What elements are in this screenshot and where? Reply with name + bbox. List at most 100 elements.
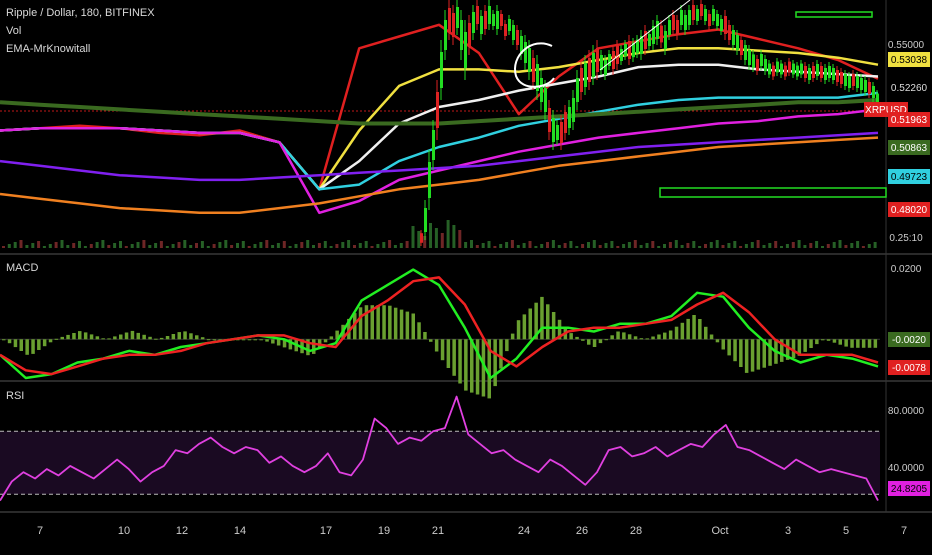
candle-body (864, 80, 867, 92)
volume-bar (756, 240, 760, 248)
rsi-badge (888, 481, 930, 496)
candle-body (628, 41, 631, 59)
volume-bar (136, 242, 140, 248)
macd-histogram-bar (171, 334, 176, 340)
volume-bar (715, 240, 719, 248)
macd-histogram-bar (148, 336, 152, 340)
macd-histogram-bar (364, 305, 369, 340)
candle-body (800, 63, 803, 75)
volume-bar (510, 240, 514, 248)
candle-body (424, 208, 427, 232)
macd-histogram-bar (487, 339, 491, 399)
volume-bar (727, 243, 731, 248)
volume-bar (809, 243, 813, 248)
macd-histogram-bar (791, 339, 796, 358)
macd-histogram-bar (557, 319, 562, 340)
macd-histogram-bar (107, 338, 111, 340)
x-tick-label: 14 (234, 525, 246, 537)
price-badge-label: XRPUSD (865, 105, 907, 116)
volume-bar (78, 241, 81, 248)
macd-histogram-bar (838, 339, 842, 345)
volume-bar (48, 244, 52, 248)
candle-body (824, 68, 827, 80)
volume-bar (797, 240, 801, 248)
volume-bar (452, 225, 456, 248)
candle-body (576, 78, 579, 102)
volume-bar (686, 243, 690, 248)
macd-histogram-bar (48, 339, 53, 343)
volume-bar (540, 244, 544, 248)
macd-histogram-bar (587, 339, 591, 345)
macd-histogram-bar (370, 305, 374, 340)
macd-histogram-bar (411, 313, 415, 340)
macd-histogram-bar (780, 339, 784, 362)
volume-bar (288, 246, 292, 248)
candle-body (640, 36, 643, 54)
macd-histogram-bar (821, 339, 825, 341)
macd-histogram-bar (241, 339, 246, 341)
volume-bar (657, 246, 661, 248)
candle-body (680, 10, 683, 25)
volume-bar (218, 242, 222, 248)
price-badge (888, 202, 930, 217)
candle-body (432, 130, 435, 160)
volume-bar (388, 240, 392, 248)
macd-histogram-bar (856, 339, 860, 348)
candle-body (540, 78, 543, 102)
candle-body (428, 162, 431, 198)
candle-body (756, 59, 759, 71)
macd-histogram-bar (271, 339, 275, 344)
macd-histogram-bar (744, 339, 749, 373)
macd-histogram-bar (698, 319, 702, 340)
volume-bar (856, 241, 860, 248)
candle-body (728, 25, 731, 40)
macd-histogram-bar (312, 339, 316, 354)
x-tick-label: Oct (711, 525, 728, 537)
macd-histogram-bar (733, 339, 737, 362)
candle-body (876, 93, 879, 105)
volume-bar (25, 245, 29, 248)
volume-bar (698, 246, 702, 248)
macd-histogram-bar (306, 339, 310, 356)
macd-histogram-bar (522, 314, 527, 340)
candle-body (644, 31, 647, 49)
macd-histogram-bar (499, 339, 503, 369)
ema-line (0, 136, 879, 215)
candle-body (580, 68, 583, 92)
volume-bar (446, 220, 450, 248)
macd-histogram-bar (785, 339, 790, 360)
macd-histogram-bar (159, 337, 164, 340)
volume-bar (101, 240, 105, 248)
macd-badge-label: -0.0020 (892, 335, 926, 346)
candle-body (656, 21, 659, 39)
volume-bar (516, 245, 520, 248)
volume-bar (31, 243, 35, 248)
candle-body (460, 20, 463, 50)
macd-histogram-bar (136, 332, 140, 340)
macd-histogram-bar (78, 331, 82, 340)
macd-histogram-bar (546, 304, 550, 340)
volume-bar (522, 243, 526, 248)
volume-bar (505, 242, 509, 248)
macd-series-line (0, 276, 879, 376)
volume-bar (475, 245, 479, 248)
volume-bar (317, 243, 321, 248)
candle-body (480, 16, 483, 34)
volume-bar (493, 246, 497, 248)
volume-bar (265, 240, 269, 248)
x-tick-label: 26 (576, 525, 588, 537)
price-badge (888, 52, 930, 67)
volume-bar (470, 240, 473, 248)
volume-bar (803, 245, 807, 248)
volume-bar (159, 241, 163, 248)
macd-histogram-bar (119, 334, 123, 340)
candle-body (872, 86, 875, 98)
volume-bar (370, 246, 374, 248)
volume-bar (323, 241, 327, 248)
candle-body (560, 122, 563, 143)
candle-body (708, 14, 711, 26)
volume-bar (739, 246, 743, 248)
macd-histogram-bar (727, 339, 731, 356)
